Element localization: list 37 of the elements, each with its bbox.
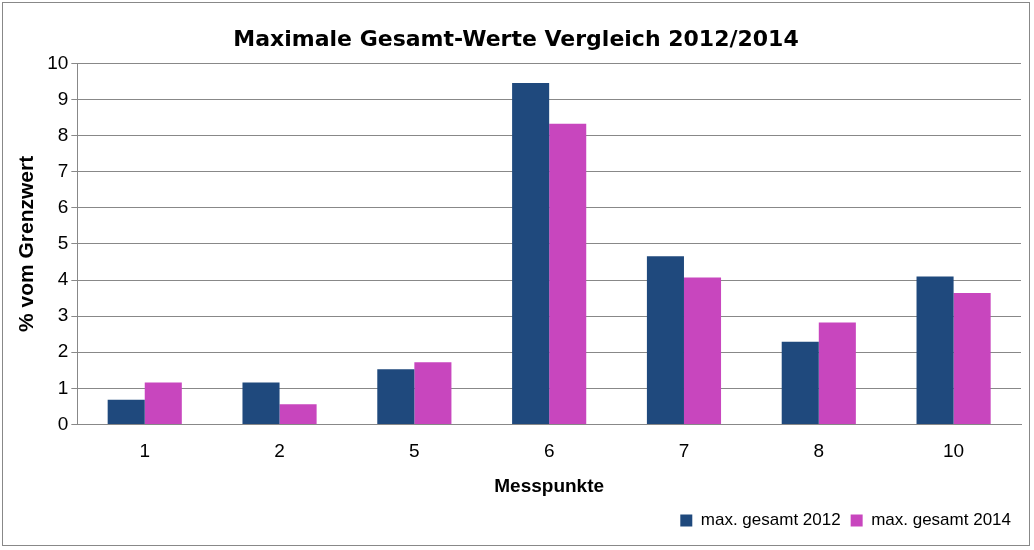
y-tick-label: 7 xyxy=(57,159,69,181)
y-tick-label: 8 xyxy=(57,123,69,145)
legend-label: max. gesamt 2014 xyxy=(871,510,1012,530)
bar xyxy=(549,123,587,424)
bar xyxy=(781,341,819,424)
bar xyxy=(512,82,550,424)
bar xyxy=(646,256,684,424)
y-tick-label: 5 xyxy=(57,232,69,254)
y-tick-label: 0 xyxy=(57,412,69,434)
bar xyxy=(107,399,145,424)
y-tick-label: 6 xyxy=(57,196,69,218)
bar xyxy=(377,369,415,424)
x-axis-title: Messpunkte xyxy=(494,474,605,496)
y-tick-label: 10 xyxy=(47,51,69,73)
bar xyxy=(242,382,280,424)
legend-label: max. gesamt 2012 xyxy=(700,510,841,530)
bar xyxy=(279,404,317,424)
bar xyxy=(683,277,722,424)
y-tick-label: 4 xyxy=(57,268,69,290)
y-axis-title: % vom Grenzwert xyxy=(14,155,38,333)
x-tick-label: 1 xyxy=(139,440,151,462)
y-tick-label: 2 xyxy=(57,340,69,362)
y-tick-label: 1 xyxy=(57,376,69,398)
x-tick-label: 10 xyxy=(943,440,965,462)
y-tick-label: 9 xyxy=(57,87,69,109)
bar xyxy=(818,322,856,424)
chart-title: Maximale Gesamt-Werte Vergleich 2012/2014 xyxy=(233,25,799,51)
x-tick-label: 2 xyxy=(274,440,285,462)
bar xyxy=(916,276,954,424)
x-tick-label: 7 xyxy=(678,440,690,462)
x-tick-label: 6 xyxy=(543,440,555,462)
x-tick-label: 5 xyxy=(409,440,420,462)
bar xyxy=(144,382,182,424)
bar xyxy=(953,293,991,424)
bar xyxy=(414,362,452,424)
x-tick-label: 8 xyxy=(813,440,825,462)
y-tick-label: 3 xyxy=(57,304,69,326)
